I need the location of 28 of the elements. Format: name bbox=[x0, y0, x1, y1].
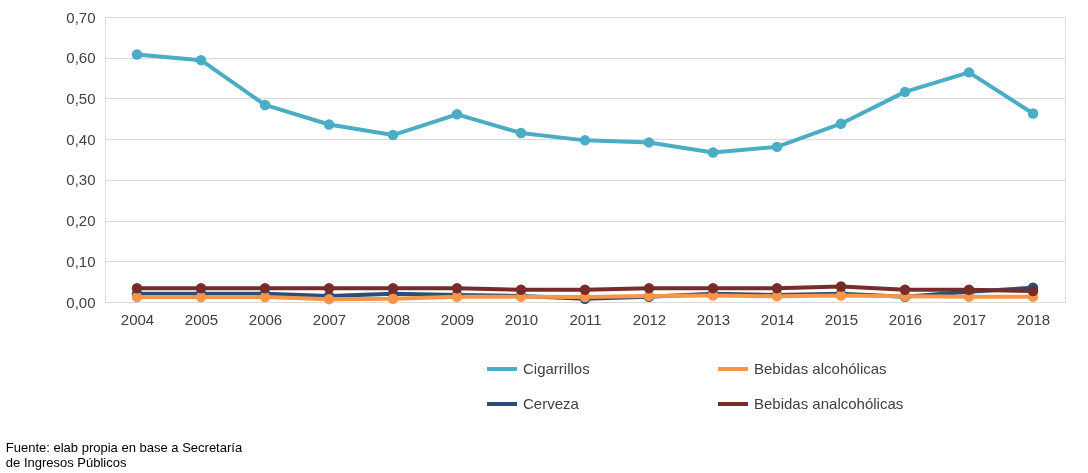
x-tick-label: 2005 bbox=[184, 310, 219, 328]
x-tick-label: 2006 bbox=[248, 310, 283, 328]
x-tick-label: 2013 bbox=[696, 310, 731, 328]
y-tick-label: 0,30 bbox=[66, 171, 96, 189]
x-tick-label: 2010 bbox=[504, 310, 539, 328]
y-tick-label: 0,20 bbox=[66, 212, 96, 230]
x-tick-label: 2015 bbox=[824, 310, 859, 328]
x-tick-label: 2011 bbox=[569, 310, 602, 328]
y-tick-label: 0,00 bbox=[66, 293, 96, 311]
y-tick-label: 0,70 bbox=[66, 8, 96, 26]
legend-label: Bebidas alcohólicas bbox=[754, 360, 887, 377]
y-tick-label: 0,10 bbox=[66, 252, 96, 270]
x-tick-label: 2007 bbox=[312, 310, 347, 328]
x-tick-label: 2016 bbox=[888, 310, 923, 328]
y-tick-label: 0,50 bbox=[66, 89, 96, 107]
y-tick-label: 0,60 bbox=[66, 49, 96, 67]
x-tick-label: 2014 bbox=[760, 310, 795, 328]
y-tick-label: 0,40 bbox=[66, 130, 96, 148]
x-tick-label: 2008 bbox=[376, 310, 411, 328]
legend-label: Bebidas analcohólicas bbox=[754, 395, 904, 412]
legend-label: Cerveza bbox=[523, 395, 580, 412]
legend-label: Cigarrillos bbox=[523, 360, 590, 377]
x-tick-label: 2018 bbox=[1016, 310, 1051, 328]
source-note: Fuente: elab propia en base a Secretaría de Ingresos Públicos bbox=[5, 440, 243, 470]
x-tick-label: 2017 bbox=[952, 310, 987, 328]
x-tick-label: 2004 bbox=[120, 310, 155, 328]
x-tick-label: 2009 bbox=[440, 310, 475, 328]
x-tick-label: 2012 bbox=[632, 310, 667, 328]
